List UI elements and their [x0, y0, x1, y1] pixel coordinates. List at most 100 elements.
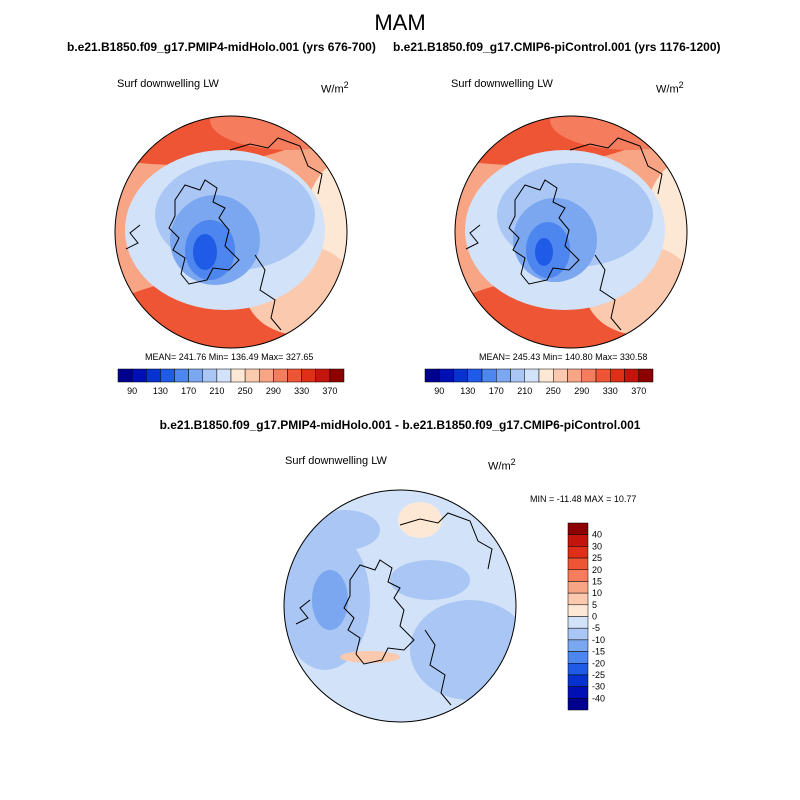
diff-colorbar-box	[567, 604, 589, 617]
diff-field-label: Surf downwelling LW	[285, 455, 387, 467]
diff-colorbar-tick-label: 40	[592, 530, 602, 540]
diff-colorbar-box	[567, 616, 589, 629]
diff-map-border	[283, 489, 517, 723]
panel2-field-label: Surf downwelling LW	[451, 78, 553, 90]
diff-colorbar-box	[567, 627, 589, 641]
panel2-colorbar-tick-label: 330	[603, 386, 618, 396]
panel1-colorbar-box	[188, 368, 203, 383]
diff-colorbar-tick-label: -5	[592, 623, 600, 633]
panel1-colorbar-tick-label: 330	[294, 386, 309, 396]
panel1-colorbar-box	[146, 368, 161, 383]
panel1-colorbar-box	[244, 368, 260, 383]
diff-coastlines	[295, 512, 493, 706]
panel1-colorbar-box	[117, 368, 133, 383]
panel2-colorbar-box	[553, 368, 568, 383]
panel1-colorbar-tick-label: 210	[209, 386, 224, 396]
diff-colorbar-tick-label: -25	[592, 670, 605, 680]
panel1-stats: MEAN= 241.76 Min= 136.49 Max= 327.65	[145, 352, 314, 362]
panel2-colorbar-box	[453, 368, 468, 383]
panel1-colorbar-box	[216, 368, 232, 383]
diff-colorbar-box	[567, 569, 589, 582]
diff-colorbar-box	[567, 557, 589, 570]
diff-colorbar-tick-label: 15	[592, 576, 602, 586]
panel1-map	[115, 116, 347, 348]
panel2-colorbar-box	[610, 368, 625, 383]
diff-colorbar-box	[567, 698, 589, 711]
panel2-colorbar-box	[496, 368, 511, 383]
panel1-map-border	[114, 115, 348, 349]
panel1-field-label: Surf downwelling LW	[117, 78, 219, 90]
panel2-colorbar-box	[638, 368, 654, 383]
panel2-colorbar-box	[538, 368, 554, 383]
diff-colorbar-tick-label: 10	[592, 588, 602, 598]
panel2-colorbar-tick-label: 130	[460, 386, 475, 396]
panel1-colorbar-tick-label: 90	[127, 386, 137, 396]
diff-colorbar-tick-label: 20	[592, 565, 602, 575]
panel1-colorbar-box	[315, 368, 331, 383]
panel2-colorbar-box	[510, 368, 525, 383]
diff-colorbar-tick-label: -20	[592, 658, 605, 668]
diff-stats: MIN = -11.48 MAX = 10.77	[530, 494, 637, 504]
panel2-colorbar-tick-label: 370	[631, 386, 646, 396]
diff-colorbar-box	[567, 592, 589, 606]
diff-colorbar-box	[567, 663, 589, 676]
panel1-colorbar-tick-label: 130	[153, 386, 168, 396]
panel1-colorbar-tick-label: 250	[238, 386, 253, 396]
panel2-colorbar-tick-label: 90	[434, 386, 444, 396]
panel2-title: b.e21.B1850.f09_g17.CMIP6-piControl.001 …	[393, 40, 721, 54]
diff-colorbar-tick-label: -40	[592, 693, 605, 703]
diff-colorbar-tick-label: 5	[592, 600, 597, 610]
season-title: MAM	[374, 10, 426, 35]
diff-colorbar-tick-label: -15	[592, 647, 605, 657]
panel1-colorbar-tick-label: 290	[266, 386, 281, 396]
panel2-colorbar-box	[467, 368, 483, 383]
panel1-colorbar-box	[160, 368, 175, 383]
panel1-colorbar-box	[273, 368, 288, 383]
panel2-colorbar-tick-label: 210	[517, 386, 532, 396]
panel1-colorbar-box	[329, 368, 345, 383]
panel1-colorbar-box	[287, 368, 302, 383]
panel1-title: b.e21.B1850.f09_g17.PMIP4-midHolo.001 (y…	[67, 40, 376, 54]
panel1-colorbar-box	[230, 368, 246, 383]
diff-colorbar-box	[567, 674, 589, 687]
panel2-colorbar-box	[567, 368, 582, 383]
diff-colorbar-tick-label: -10	[592, 635, 605, 645]
diff-colorbar-box	[567, 639, 589, 652]
diff-colorbar-box	[567, 651, 589, 664]
diff-title: b.e21.B1850.f09_g17.PMIP4-midHolo.001 - …	[159, 418, 641, 432]
panel2-colorbar-box	[439, 368, 454, 383]
panel2-coastlines	[465, 137, 663, 331]
diff-colorbar-tick-label: 30	[592, 541, 602, 551]
panel2-units: W/m2	[656, 80, 684, 96]
panel1-units: W/m2	[321, 80, 349, 96]
panel1-coastlines	[125, 137, 323, 331]
panel2-colorbar-box	[481, 368, 497, 383]
panel2-stats: MEAN= 245.43 Min= 140.80 Max= 330.58	[479, 352, 648, 362]
panel2-colorbar-box	[424, 368, 440, 383]
panel1-colorbar: 90 130 170 210 250 290 330 370	[117, 368, 345, 396]
diff-colorbar-box	[567, 581, 589, 594]
panel2-colorbar-box	[595, 368, 611, 383]
panel2-map-border	[454, 115, 688, 349]
panel2-colorbar-box	[624, 368, 639, 383]
panel1-colorbar-box	[131, 368, 147, 383]
panel1-colorbar-tick-label: 170	[181, 386, 196, 396]
panel1-colorbar-box	[301, 368, 316, 383]
diff-colorbar-tick-label: -30	[592, 682, 605, 692]
panel2-colorbar-box	[524, 368, 540, 383]
diff-map	[284, 490, 516, 722]
diff-colorbar-box	[567, 522, 589, 535]
panel2-colorbar-tick-label: 290	[574, 386, 589, 396]
panel2-colorbar-tick-label: 250	[546, 386, 561, 396]
diff-colorbar-box	[567, 686, 589, 699]
diff-units: W/m2	[488, 457, 516, 473]
panel2-colorbar: 90 130 170 210 250 290 330 370	[424, 368, 654, 396]
panel2-map	[455, 116, 687, 348]
panel1-colorbar-box	[259, 368, 274, 383]
diff-colorbar-tick-label: 25	[592, 553, 602, 563]
diff-colorbar-tick-label: 0	[592, 612, 597, 622]
diff-colorbar-box	[567, 546, 589, 559]
panel2-colorbar-tick-label: 170	[489, 386, 504, 396]
